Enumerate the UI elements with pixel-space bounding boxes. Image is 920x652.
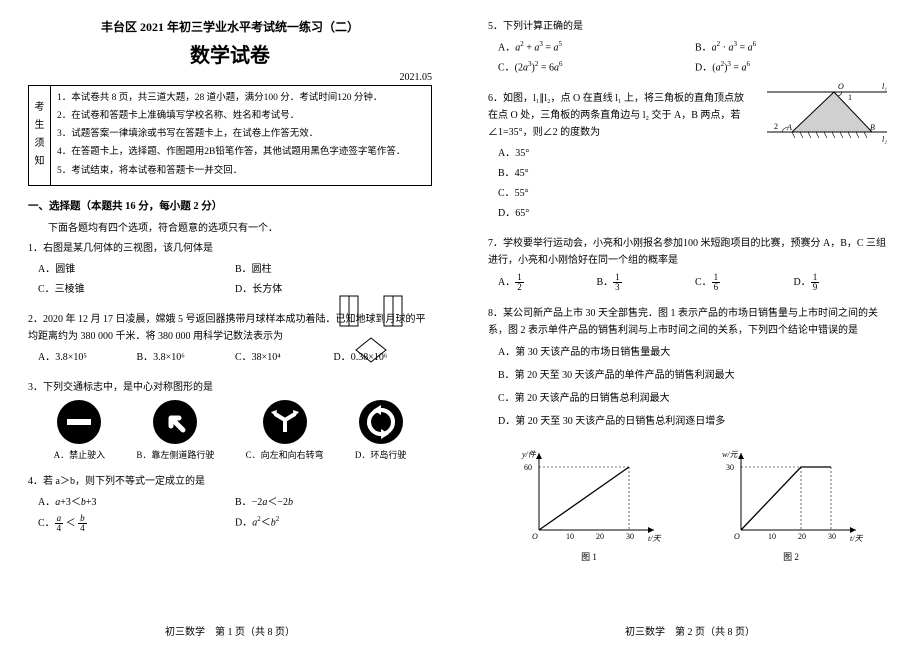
q5-options: A．a2 + a3 = a5 B．a2 · a3 = a6 C．(2a3)2 =… [488,39,892,80]
svg-text:20: 20 [596,532,604,541]
section-1-header: 一、选择题（本题共 16 分，每小题 2 分） [28,198,432,213]
question-3: 3．下列交通标志中，是中心对称图形的是 A．禁止驶入 B．靠左侧道路行驶 [28,379,432,463]
svg-text:y/件: y/件 [521,450,537,459]
notice-box: 考 生 须 知 1．本试卷共 8 页，共三道大题，28 道小题，满分100 分．… [28,85,432,186]
svg-text:2: 2 [774,122,778,131]
svg-text:30: 30 [828,532,836,541]
chart-2: O 10 20 30 30 t/天 w/元 图 2 [716,445,866,563]
svg-text:B: B [870,123,875,132]
svg-text:30: 30 [726,463,734,472]
question-2: 2．2020 年 12 月 17 日凌晨，嫦娥 5 号返回器携带月球样本成功着陆… [28,311,432,369]
q8-options: A．第 30 天该产品的市场日销售量最大 B．第 20 天至 30 天该产品的单… [488,343,892,435]
svg-text:10: 10 [768,532,776,541]
q2-options: A．3.8×10⁵ B．3.8×10⁶ C．38×10⁴ D．0.38×10⁶ [28,349,432,369]
main-title: 数学试卷 [28,39,432,68]
q6-options: A．35° B．45° C．55° D．65° [488,145,752,225]
sign-c: C．向左和向右转弯 [246,400,324,463]
svg-text:w/元: w/元 [722,450,739,459]
district-title: 丰台区 2021 年初三学业水平考试统一练习（二） [28,18,432,35]
svg-text:20: 20 [798,532,806,541]
svg-text:l₂: l₂ [882,135,887,144]
question-4: 4．若 a＞b，则下列不等式一定成立的是 A．a+3＜b+3 B．−2a＜−2b… [28,473,432,536]
page-2: 5．下列计算正确的是 A．a2 + a3 = a5 B．a2 · a3 = a6… [460,0,920,652]
sign-a: A．禁止驶入 [54,400,106,463]
sign-b: B．靠左侧道路行驶 [136,400,214,463]
traffic-signs: A．禁止驶入 B．靠左侧道路行驶 C．向左和向右 [28,400,432,463]
question-8: 8．某公司新产品上市 30 天全部售完．图 1 表示产品的市场日销售量与上市时间… [488,305,892,435]
question-7: 7．学校要举行运动会，小亮和小刚报名参加100 米短跑项目的比赛，预赛分 A，B… [488,235,892,295]
footer-p2: 初三数学 第 2 页（共 8 页） [460,623,920,638]
q7-options: A．12 B．13 C．16 D．19 [488,273,892,295]
svg-text:l₁: l₁ [882,82,887,91]
question-1: 1．右图是某几何体的三视图，该几何体是 A．圆锥 B．圆柱 C．三棱锥 D．长方… [28,240,432,301]
svg-text:O: O [734,532,740,541]
chart-1: O 10 20 30 60 t/天 y/件 图 1 [514,445,664,563]
footer-p1: 初三数学 第 1 页（共 8 页） [0,623,460,638]
notice-label: 考 生 须 知 [29,86,51,185]
svg-text:10: 10 [566,532,574,541]
svg-text:O: O [532,532,538,541]
page-1: 丰台区 2021 年初三学业水平考试统一练习（二） 数学试卷 2021.05 考… [0,0,460,652]
svg-text:O: O [838,82,844,91]
notice-content: 1．本试卷共 8 页，共三道大题，28 道小题，满分100 分．考试时间120 … [51,86,411,185]
svg-text:60: 60 [524,463,532,472]
svg-text:1: 1 [848,93,852,102]
question-5: 5．下列计算正确的是 A．a2 + a3 = a5 B．a2 · a3 = a6… [488,18,892,80]
q6-figure: l₁ l₂ O A B 2 1 [762,80,892,150]
section-1-intro: 下面各题均有四个选项，符合题意的选项只有一个． [28,219,432,234]
svg-text:t/天: t/天 [648,534,661,543]
sign-d: D．环岛行驶 [355,400,407,463]
svg-text:30: 30 [626,532,634,541]
exam-date: 2021.05 [28,72,432,83]
q4-options: A．a+3＜b+3 B．−2a＜−2b C．a4 ＜ b4 D．a2＜b2 [28,494,432,536]
svg-text:t/天: t/天 [850,534,863,543]
charts: O 10 20 30 60 t/天 y/件 图 1 O 10 20 [488,445,892,563]
